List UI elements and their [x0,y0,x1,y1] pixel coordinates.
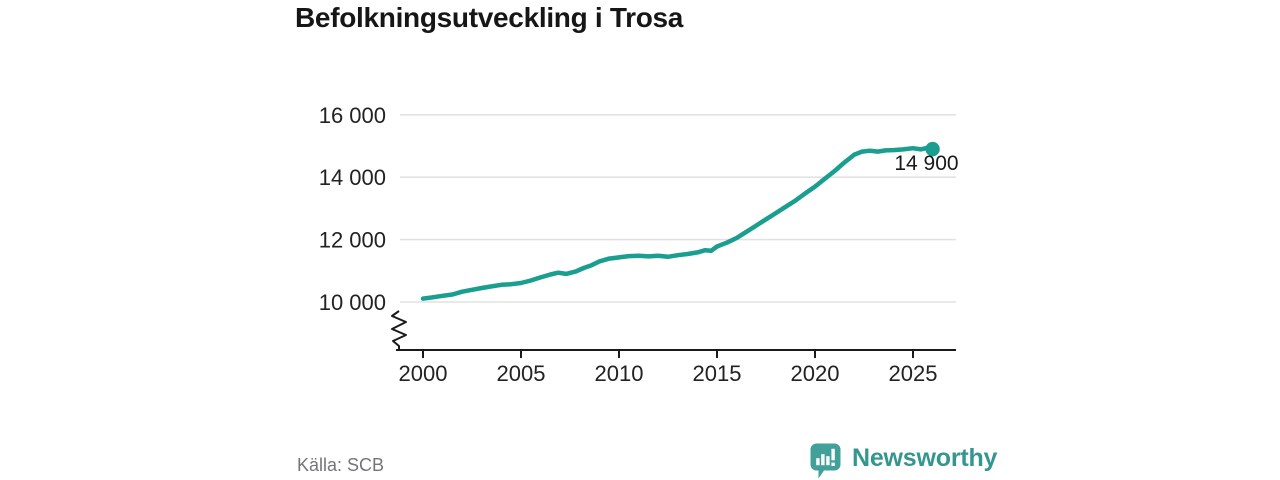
x-axis-labels: 2000 2005 2010 2015 2020 2025 [399,361,938,386]
last-point-dot [925,141,940,157]
population-line [420,145,935,301]
x-axis [391,310,956,358]
source-note: Källa: SCB [297,455,385,475]
last-value-label: 14 900 [894,152,958,175]
y-axis-labels: 10 000 12 000 14 000 16 000 [319,103,386,315]
y-tick-label: 14 000 [319,165,386,190]
page-title: Befolkningsutveckling i Trosa [295,2,684,33]
y-tick-label: 10 000 [319,290,386,315]
x-tick-label: 2015 [693,361,742,386]
newsworthy-logo-text: Newsworthy [852,443,998,472]
y-tick-label: 16 000 [319,103,386,128]
axis-break-icon [391,310,407,350]
data-series [420,141,940,301]
x-tick-label: 2025 [889,361,938,386]
last-value-annotation: 14 900 [894,152,958,175]
x-tick-label: 2020 [791,361,840,386]
x-tick-label: 2005 [497,361,546,386]
x-tick-label: 2010 [595,361,644,386]
newsworthy-logo: Newsworthy [810,443,997,479]
gridlines [400,114,956,303]
x-tick-label: 2000 [399,361,448,386]
y-tick-label: 12 000 [319,228,386,253]
newsworthy-logo-icon [810,443,841,479]
logo-bar-chart-glyph [816,448,835,466]
